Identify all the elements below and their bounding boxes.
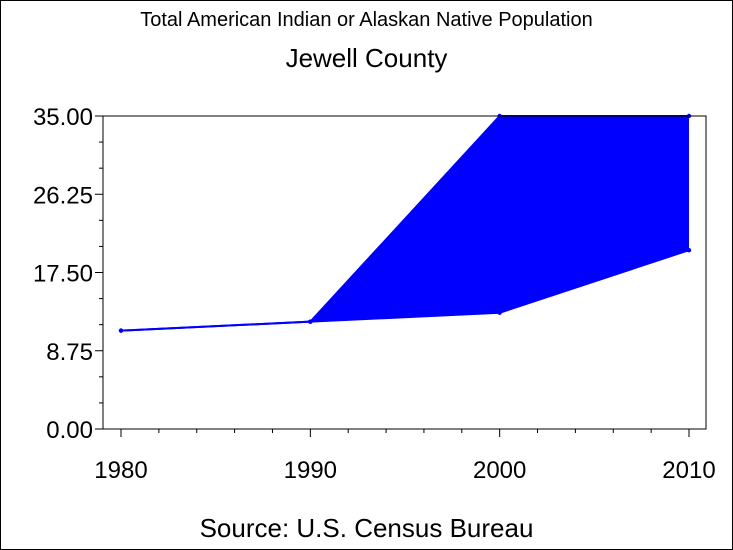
area-fill [121,116,689,331]
y-tick-label: 17.50 [33,261,93,288]
series-2-point [308,319,313,324]
x-tick-label: 2010 [662,457,715,484]
y-tick-label: 0.00 [46,417,93,444]
x-tick-label: 1980 [94,457,147,484]
x-tick-label: 2000 [473,457,526,484]
y-tick-label: 26.25 [33,182,93,209]
y-tick-label: 35.00 [33,104,93,131]
chart-source: Source: U.S. Census Bureau [199,513,534,543]
series-1-point [497,310,502,315]
x-tick-label: 1990 [284,457,337,484]
y-tick-label: 8.75 [46,339,93,366]
series-1-point [686,247,692,253]
series-2-point [118,328,124,333]
chart-title: Total American Indian or Alaskan Native … [140,9,593,31]
chart-subtitle: Jewell County [285,43,448,73]
